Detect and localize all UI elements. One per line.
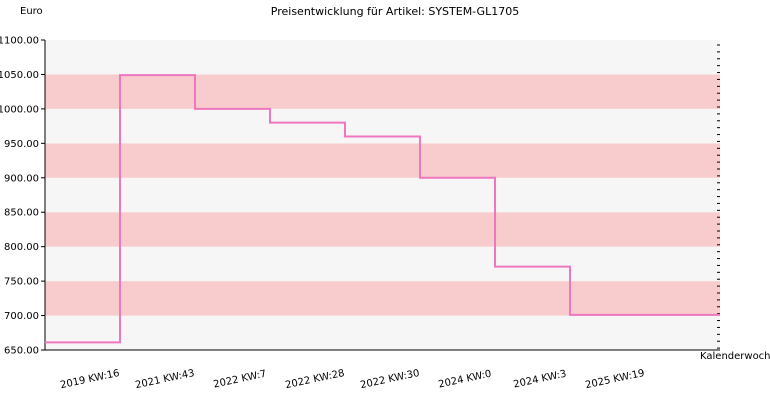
y-tick-label: 700.00: [4, 311, 39, 322]
price-series-line: [45, 74, 720, 344]
plot-band: [45, 143, 720, 178]
x-axis-label: Kalenderwoche: [700, 351, 770, 362]
y-tick-label: 950.00: [4, 139, 39, 150]
x-tick-label: 2022 KW:28: [284, 368, 345, 391]
plot-band: [45, 74, 720, 109]
x-tick-label: 2022 KW:7: [212, 369, 267, 391]
plot-band: [45, 40, 720, 75]
x-axis-tick-labels: 2019 KW:16 2021 KW:43 2022 KW:7 2022 KW:28 2…: [59, 368, 645, 391]
y-tick-label: 1100.00: [0, 36, 39, 47]
plot-background-bands: [45, 40, 720, 350]
y-axis-ticks: 650.00 700.00 750.00 800.00 850.00 900.00 950.…: [0, 36, 45, 357]
y-tick-label: 900.00: [4, 173, 39, 184]
x-tick-label: 2024 KW:3: [512, 369, 567, 391]
plot-band: [45, 246, 720, 282]
plot-band: [45, 108, 720, 144]
y-tick-label: 800.00: [4, 242, 39, 253]
x-tick-label: 2019 KW:16: [59, 368, 120, 391]
right-minor-ticks: [717, 44, 720, 349]
plot-band: [45, 281, 720, 316]
y-tick-label: 650.00: [4, 346, 39, 357]
plot-band: [45, 177, 720, 213]
y-tick-label: 1050.00: [0, 70, 39, 81]
y-tick-label: 850.00: [4, 208, 39, 219]
chart-title: Preisentwicklung für Artikel: SYSTEM-GL1…: [271, 5, 519, 18]
x-tick-label: 2022 KW:30: [359, 368, 420, 391]
y-tick-label: 750.00: [4, 277, 39, 288]
y-axis-label: Euro: [20, 6, 43, 17]
plot-band: [45, 315, 720, 350]
plot-band: [45, 212, 720, 247]
y-tick-label: 1000.00: [0, 104, 39, 115]
x-tick-label: 2021 KW:43: [134, 368, 195, 391]
x-tick-label: 2025 KW:19: [584, 368, 645, 391]
x-tick-label: 2024 KW:0: [437, 369, 492, 391]
